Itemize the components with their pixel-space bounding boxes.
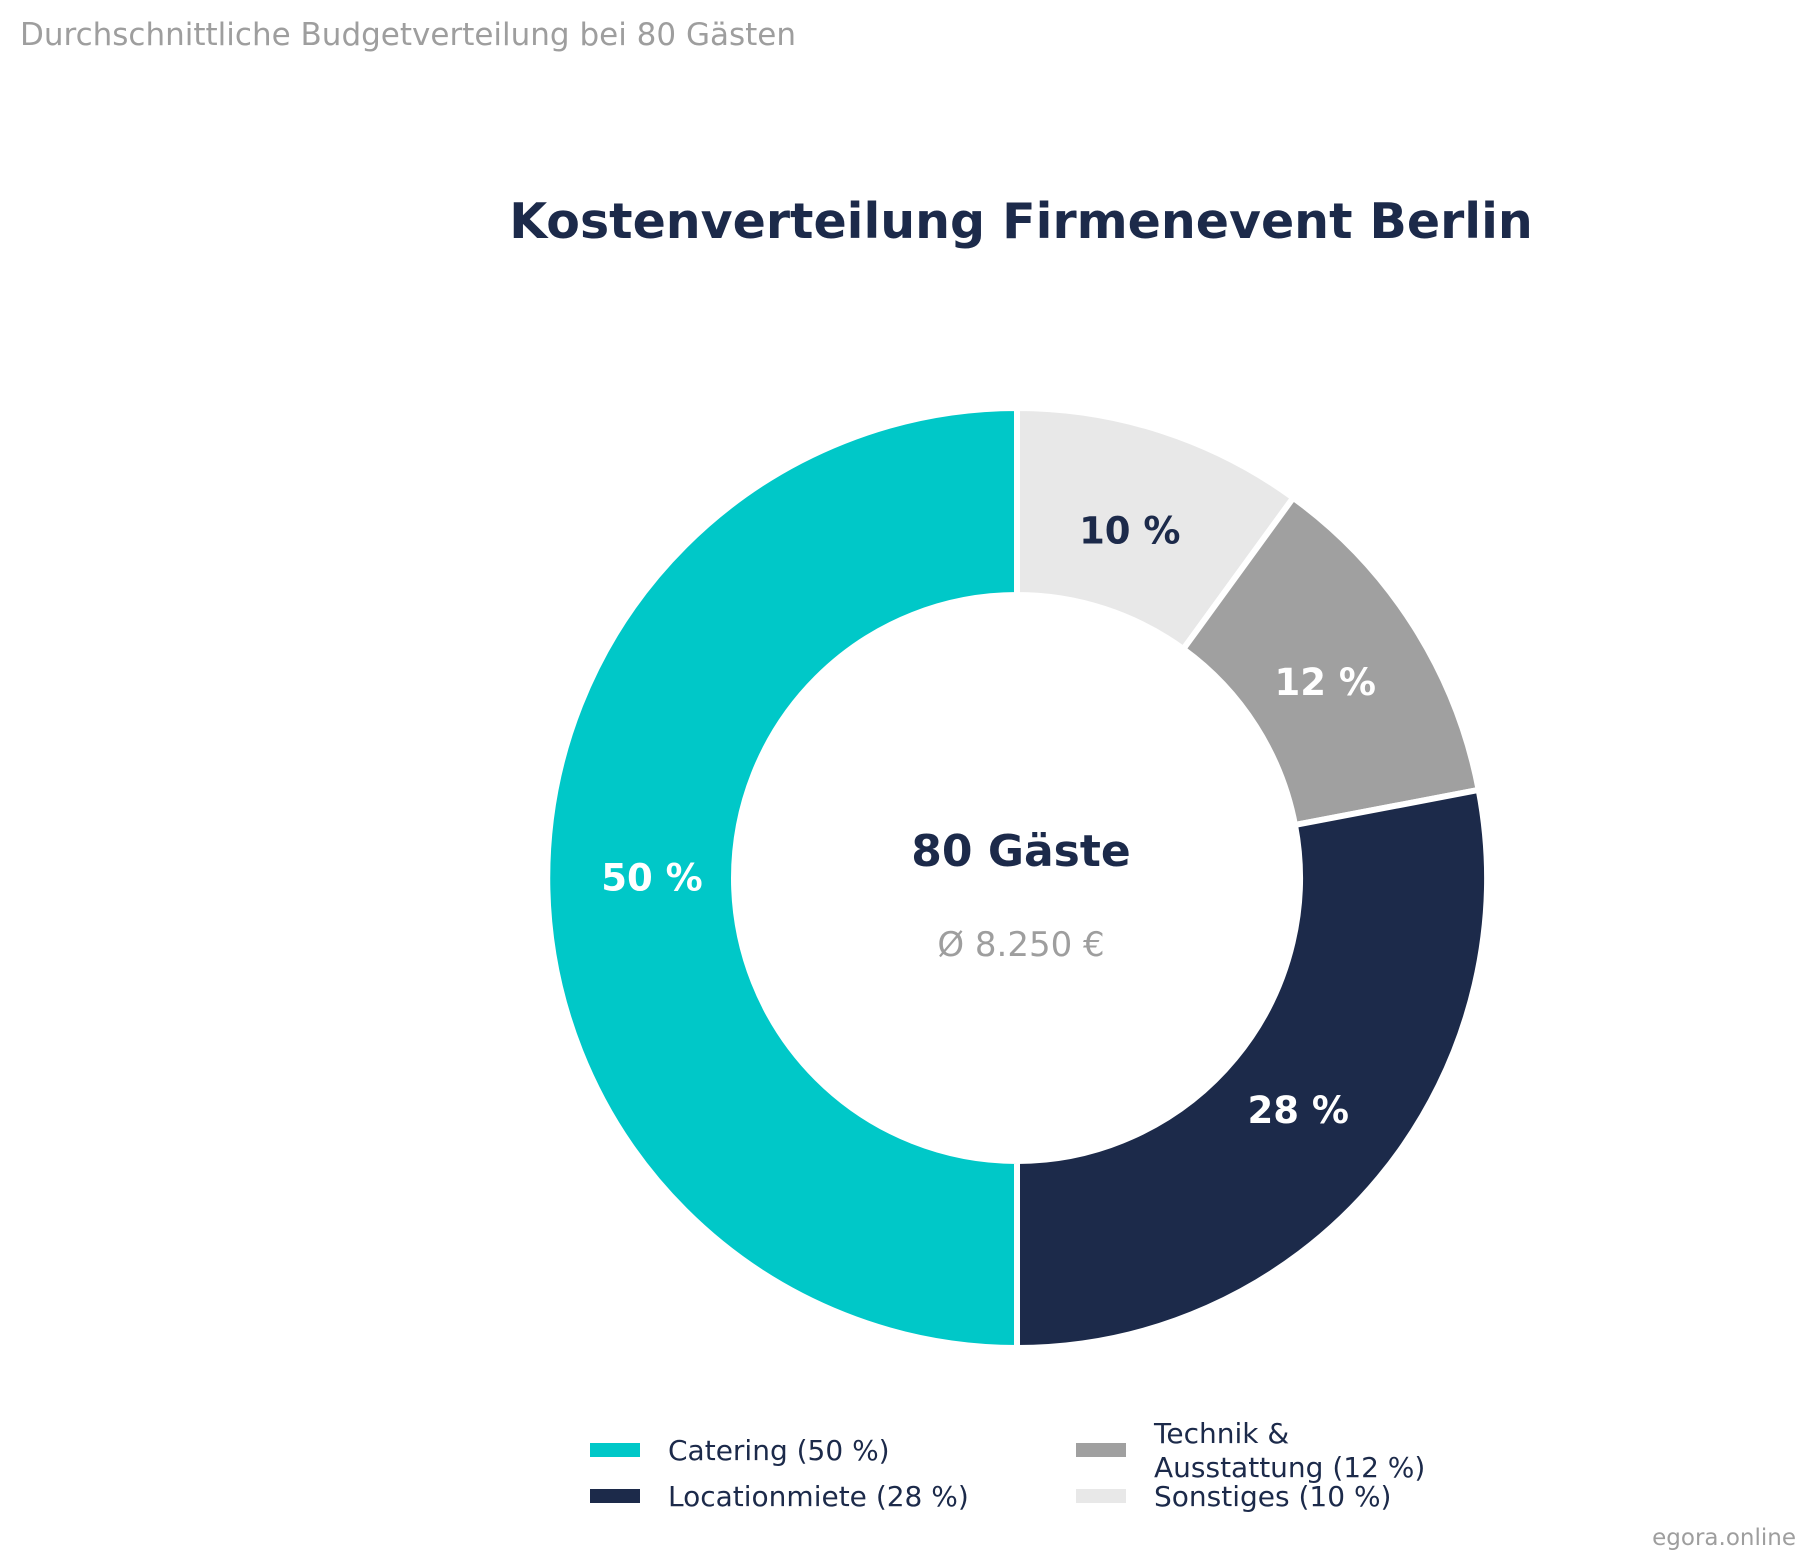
slice-labels: 10 % 12 % 28 % 50 %	[601, 509, 1376, 1132]
slice-label-locationmiete: 28 %	[1248, 1089, 1349, 1132]
center-title: 80 Gäste	[911, 826, 1130, 877]
slice-label-sonstiges: 10 %	[1079, 509, 1180, 552]
legend-item-sonstiges: Sonstiges (10 %)	[1076, 1480, 1391, 1513]
legend-swatch-sonstiges	[1076, 1489, 1126, 1503]
chart-subtitle: Durchschnittliche Budgetverteilung bei 8…	[20, 17, 796, 53]
legend-item-technik-und-ausstattung: Technik & Ausstattung (12 %)	[1076, 1417, 1425, 1484]
legend-label-technik-und-ausstattung: Technik & Ausstattung (12 %)	[1153, 1417, 1425, 1484]
slice-catering	[544, 404, 1020, 1352]
center-subtitle: Ø 8.250 €	[937, 925, 1104, 965]
legend-swatch-catering	[590, 1443, 640, 1457]
slice-locationmiete	[1014, 786, 1491, 1352]
slices	[544, 404, 1491, 1352]
legend-label-locationmiete: Locationmiete (28 %)	[668, 1480, 969, 1513]
chart-title: Kostenverteilung Firmenevent Berlin	[509, 193, 1533, 250]
legend-swatch-technik-und-ausstattung	[1076, 1443, 1126, 1457]
legend-label-catering: Catering (50 %)	[668, 1434, 890, 1467]
slice-label-catering: 50 %	[601, 857, 702, 900]
legend-swatch-locationmiete	[590, 1489, 640, 1503]
legend-item-locationmiete: Locationmiete (28 %)	[590, 1480, 969, 1513]
legend-item-catering: Catering (50 %)	[590, 1434, 890, 1467]
slice-label-technik-und-ausstattung: 12 %	[1274, 661, 1375, 704]
legend: Catering (50 %) Locationmiete (28 %) Techn…	[590, 1417, 1425, 1513]
watermark: egora.online	[1652, 1525, 1796, 1551]
legend-label-sonstiges: Sonstiges (10 %)	[1154, 1480, 1391, 1513]
